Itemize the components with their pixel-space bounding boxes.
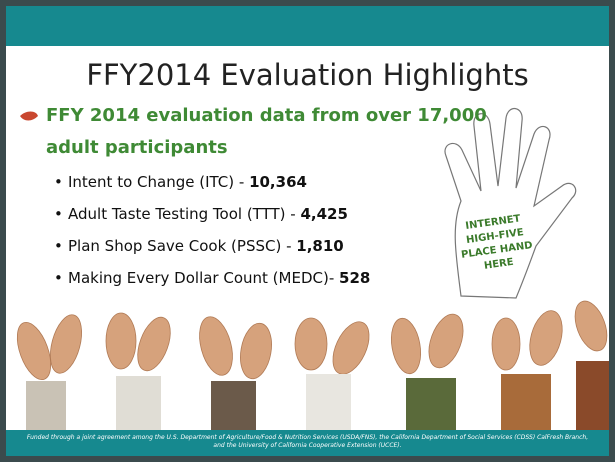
main-bullet: FFY 2014 evaluation data from over 17,00… (46, 105, 487, 126)
slide-title: FFY2014 Evaluation Highlights (6, 58, 609, 92)
item-value: 10,364 (249, 173, 307, 191)
list-item: Adult Taste Testing Tool (TTT) - 4,425 (68, 205, 348, 223)
slide: FFY2014 Evaluation Highlights FFY 2014 e… (0, 0, 615, 462)
item-value: 1,810 (296, 237, 343, 255)
footer-line: and the University of California Coopera… (6, 442, 609, 450)
footer-line: Funded through a joint agreement among t… (6, 434, 609, 442)
item-label: Intent to Change (ITC) - (68, 173, 249, 191)
item-value: 4,425 (300, 205, 347, 223)
leaf-bullet (20, 112, 38, 121)
item-label: Making Every Dollar Count (MEDC)- (68, 269, 339, 287)
list-item: Intent to Change (ITC) - 10,364 (68, 173, 307, 191)
item-label: Plan Shop Save Cook (PSSC) - (68, 237, 296, 255)
main-bullet: adult participants (46, 137, 228, 158)
page: FFY2014 Evaluation Highlights FFY 2014 e… (0, 0, 615, 462)
list-item: Plan Shop Save Cook (PSSC) - 1,810 (68, 237, 344, 255)
item-value: 528 (339, 269, 370, 287)
list-item: Making Every Dollar Count (MEDC)- 528 (68, 269, 370, 287)
footer: Funded through a joint agreement among t… (6, 430, 609, 456)
item-label: Adult Taste Testing Tool (TTT) - (68, 205, 300, 223)
